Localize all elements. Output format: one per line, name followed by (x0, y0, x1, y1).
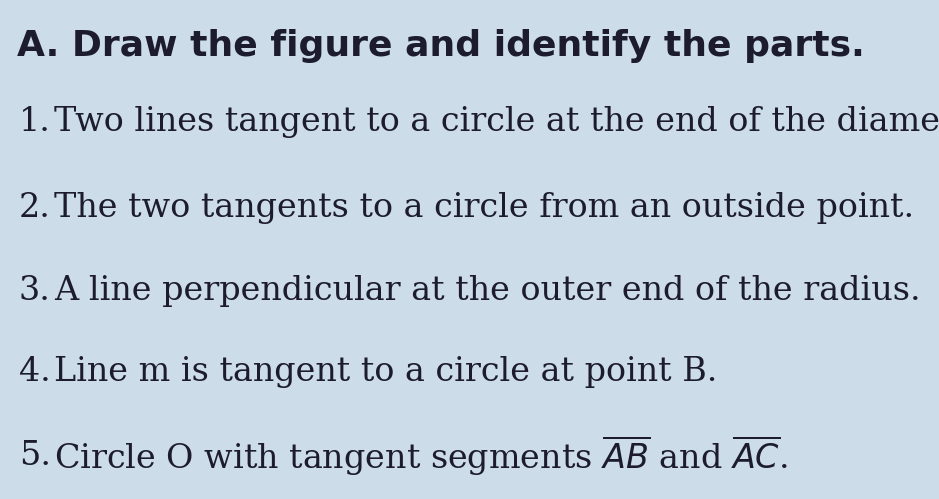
Text: 1.: 1. (19, 106, 51, 138)
Text: A line perpendicular at the outer end of the radius.: A line perpendicular at the outer end of… (54, 275, 920, 307)
Text: Line m is tangent to a circle at point B.: Line m is tangent to a circle at point B… (54, 356, 717, 388)
Text: 2.: 2. (19, 192, 51, 224)
Text: 5.: 5. (19, 440, 51, 472)
Text: 3.: 3. (19, 275, 51, 307)
Text: A. Draw the figure and identify the parts.: A. Draw the figure and identify the part… (18, 29, 865, 63)
Text: Two lines tangent to a circle at the end of the diameter.: Two lines tangent to a circle at the end… (54, 106, 939, 138)
Text: 4.: 4. (19, 356, 51, 388)
Text: Circle O with tangent segments $\overline{AB}$ and $\overline{AC}$.: Circle O with tangent segments $\overlin… (54, 434, 788, 478)
Text: The two tangents to a circle from an outside point.: The two tangents to a circle from an out… (54, 192, 914, 224)
